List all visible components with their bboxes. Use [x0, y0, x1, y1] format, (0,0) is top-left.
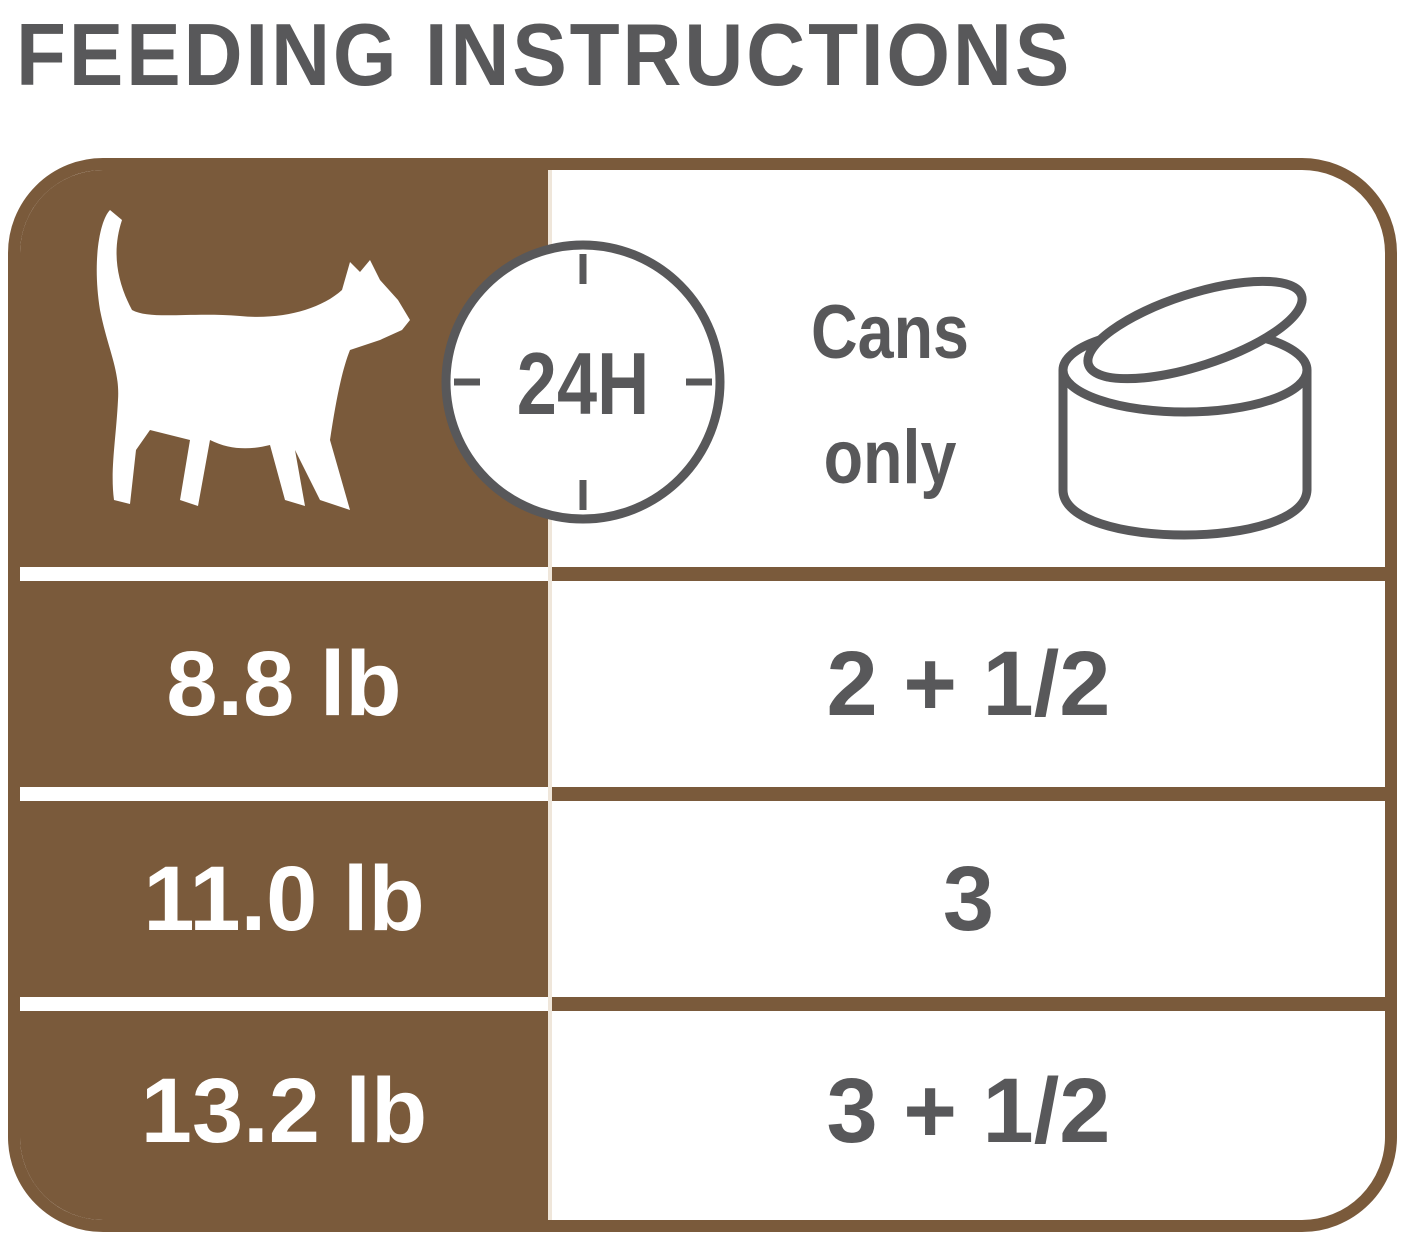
- page-title: FEEDING INSTRUCTIONS: [16, 5, 1073, 104]
- row-separator: [20, 787, 548, 801]
- weight-cell: 11.0 lb: [143, 847, 425, 950]
- weight-cell: 13.2 lb: [140, 1059, 428, 1162]
- row-separator: [552, 787, 1385, 801]
- weight-cell: 8.8 lb: [166, 632, 402, 735]
- column-divider: [548, 170, 552, 1220]
- 24h-clock-icon: 24H: [441, 240, 725, 524]
- cans-cell: 3 + 1/2: [826, 1059, 1111, 1162]
- can-icon: [1058, 276, 1312, 540]
- cat-icon: [96, 210, 411, 510]
- row-separator: [20, 567, 548, 581]
- cans-label-line1: Cans: [811, 290, 969, 375]
- feeding-table: 24H Cans only 8.8 lb 2 + 1/2 11.0 lb 3 1…: [8, 158, 1397, 1232]
- row-separator: [20, 997, 548, 1011]
- cans-label-line2: only: [823, 415, 957, 500]
- cans-only-label: Cans only: [763, 270, 1018, 520]
- cans-cell: 2 + 1/2: [826, 632, 1111, 735]
- row-separator: [552, 567, 1385, 581]
- clock-label: 24H: [517, 335, 649, 433]
- cans-cell: 3: [942, 847, 995, 950]
- row-separator: [552, 997, 1385, 1011]
